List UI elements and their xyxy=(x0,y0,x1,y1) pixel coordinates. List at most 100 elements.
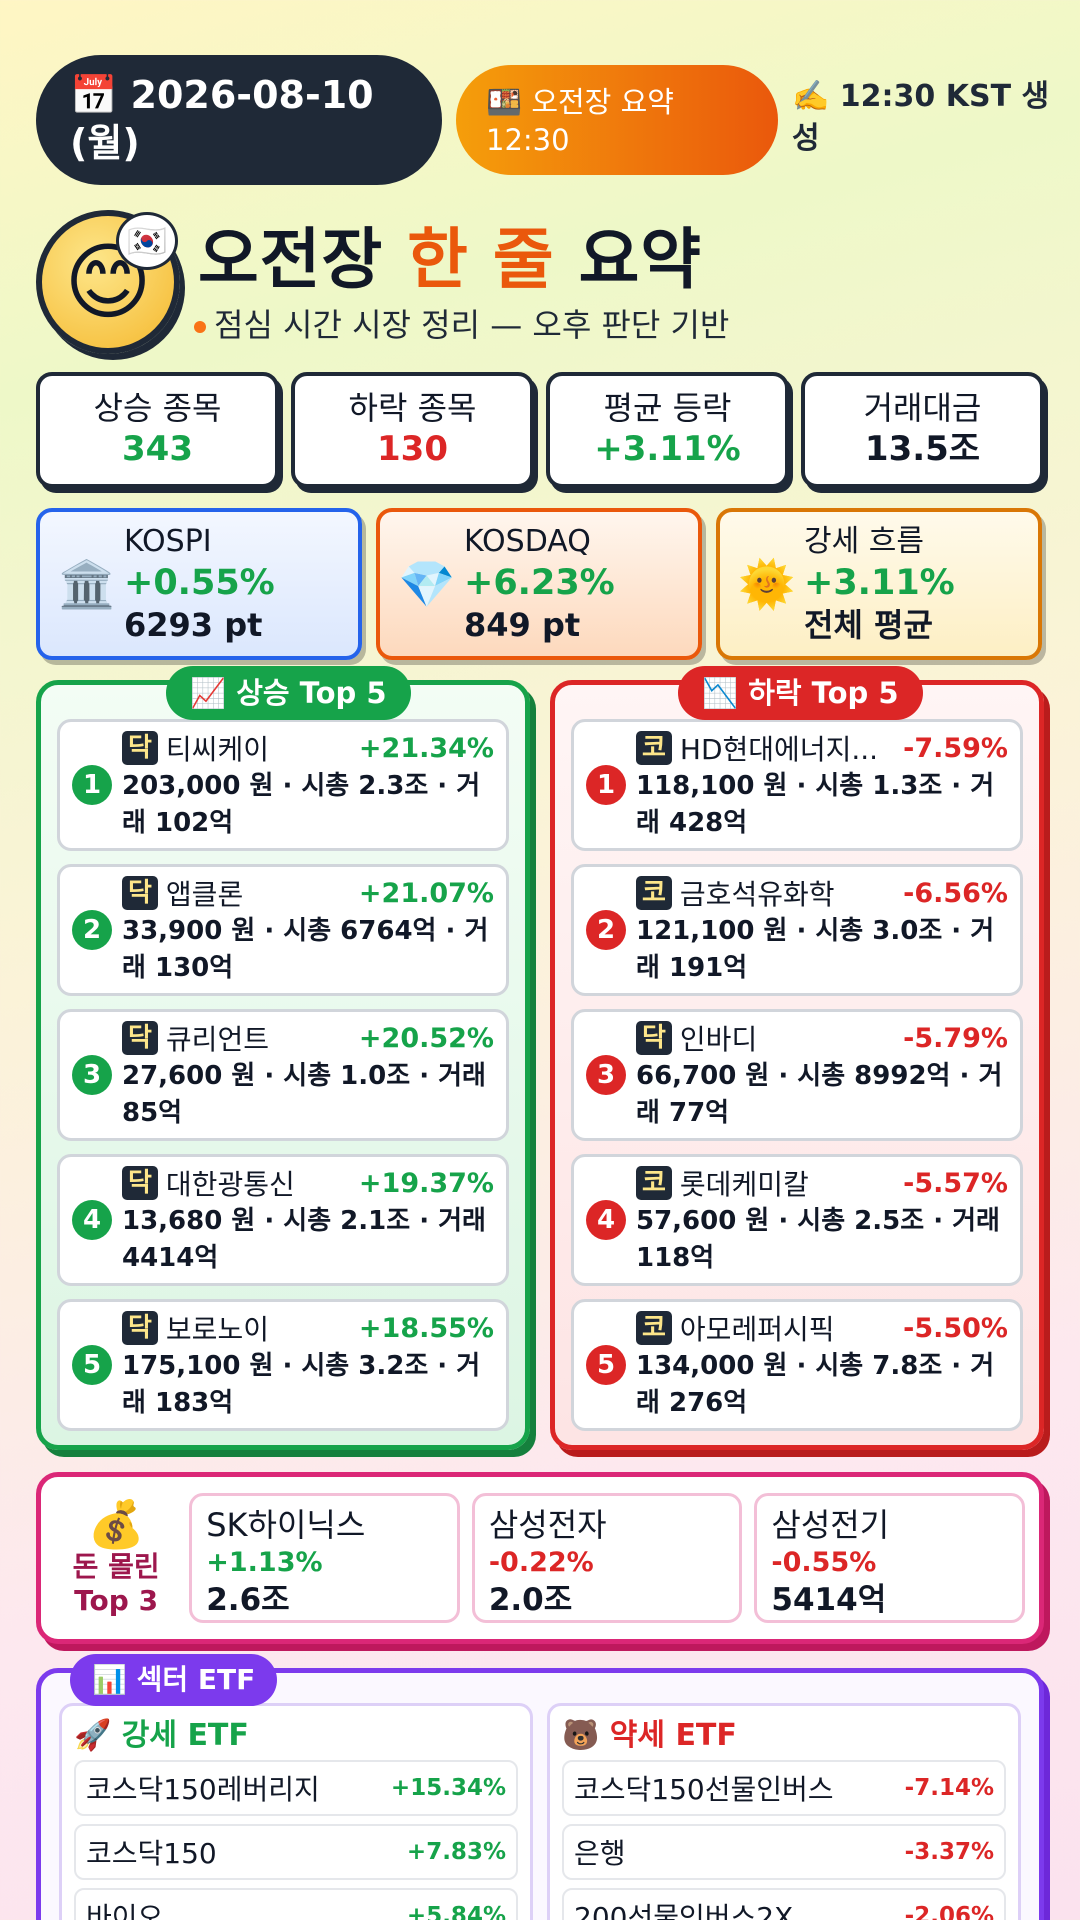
etf-change: -7.14% xyxy=(904,1775,994,1801)
money-amount: 5414억 xyxy=(771,1582,887,1618)
stock-body: 코 아모레퍼시픽 -5.50% 134,000 원 · 시총 7.8조 · 거래 27… xyxy=(636,1308,1008,1422)
etf-name: 코스닥150선물인버스 xyxy=(574,1773,834,1806)
stock-item: 4 닥 대한광통신 +19.37% 13,680 원 · 시총 2.1조 · 거래 44… xyxy=(57,1154,509,1286)
etf-box: 🚀 강세 ETF 코스닥150레버리지 +15.34% 코스닥150 +7.83% 바이오… xyxy=(36,1668,1044,1920)
etf-row: 코스닥150레버리지 +15.34% xyxy=(74,1760,518,1816)
etf-column: 🐻 약세 ETF 코스닥150선물인버스 -7.14% 은행 -3.37% 200선물인버… xyxy=(547,1703,1021,1920)
stock-detail: 118,100 원 · 시총 1.3조 · 거래 428억 xyxy=(636,771,995,838)
etf-row: 은행 -3.37% xyxy=(562,1824,1006,1880)
stat-label: 상승 종목 xyxy=(93,389,222,427)
money-name: SK하이닉스 xyxy=(206,1506,366,1544)
money-card: 삼성전기 -0.55% 5414억 xyxy=(754,1493,1026,1623)
stat-value: 13.5조 xyxy=(864,429,981,469)
session-badge: 🍱 오전장 요약 12:30 xyxy=(456,65,778,175)
stock-head: 코 금호석유화학 -6.56% xyxy=(636,873,1008,913)
rank-badge: 5 xyxy=(72,1345,112,1385)
market-badge: 닥 xyxy=(122,876,158,910)
stock-body: 코 HD현대에너지... -7.59% 118,100 원 · 시총 1.3조 · 거… xyxy=(636,728,1008,842)
stock-name: 티씨케이 xyxy=(165,733,269,766)
stock-head: 닥 큐리언트 +20.52% xyxy=(122,1018,494,1058)
title-highlight: 한 줄 xyxy=(407,221,555,298)
etf-change: -2.06% xyxy=(904,1903,994,1920)
stock-body: 코 금호석유화학 -6.56% 121,100 원 · 시총 3.0조 · 거래 19… xyxy=(636,873,1008,987)
rank-badge: 4 xyxy=(586,1200,626,1240)
subtitle: 점심 시간 시장 정리 — 오후 판단 기반 xyxy=(194,300,729,346)
rank-badge: 2 xyxy=(72,910,112,950)
stat-card: 평균 등락 +3.11% xyxy=(546,372,789,488)
stock-item: 5 코 아모레퍼시픽 -5.50% 134,000 원 · 시총 7.8조 · 거래 2… xyxy=(571,1299,1023,1431)
stock-body: 코 롯데케미칼 -5.57% 57,600 원 · 시총 2.5조 · 거래 118억 xyxy=(636,1163,1008,1277)
index-name: KOSPI xyxy=(124,524,212,559)
stock-body: 닥 티씨케이 +21.34% 203,000 원 · 시총 2.3조 · 거래 102… xyxy=(122,728,494,842)
index-level: 6293 pt xyxy=(124,606,263,644)
etf-column: 🚀 강세 ETF 코스닥150레버리지 +15.34% 코스닥150 +7.83% 바이오… xyxy=(59,1703,533,1920)
stock-body: 닥 보로노이 +18.55% 175,100 원 · 시총 3.2조 · 거래 183… xyxy=(122,1308,494,1422)
stat-card: 거래대금 13.5조 xyxy=(801,372,1044,488)
stock-head: 닥 티씨케이 +21.34% xyxy=(122,728,494,768)
stock-change: +21.07% xyxy=(358,877,494,909)
money-box: 💰 돈 몰린 Top 3 SK하이닉스 +1.13% 2.6조 삼성전자 -0.22% 2.0… xyxy=(36,1472,1044,1644)
etf-name: 바이오 xyxy=(86,1901,164,1920)
stat-label: 거래대금 xyxy=(863,389,982,427)
stock-detail: 121,100 원 · 시총 3.0조 · 거래 191억 xyxy=(636,916,995,983)
index-level: 전체 평균 xyxy=(804,606,933,644)
stock-name: 아모레퍼시픽 xyxy=(679,1313,835,1346)
etf-name: 200선물인버스2X xyxy=(574,1901,794,1920)
stock-head: 닥 대한광통신 +19.37% xyxy=(122,1163,494,1203)
date-pill: 📅 2026-08-10 (월) xyxy=(36,55,442,185)
stock-item: 1 닥 티씨케이 +21.34% 203,000 원 · 시총 2.3조 · 거래 10… xyxy=(57,719,509,851)
index-change: +0.55% xyxy=(124,563,275,603)
stock-item: 5 닥 보로노이 +18.55% 175,100 원 · 시총 3.2조 · 거래 18… xyxy=(57,1299,509,1431)
stock-name: 롯데케미칼 xyxy=(679,1168,809,1201)
rank-badge: 1 xyxy=(72,765,112,805)
title: 오전장 한 줄 요약 xyxy=(198,206,702,302)
stock-change: -5.57% xyxy=(903,1167,1008,1199)
stock-detail: 57,600 원 · 시총 2.5조 · 거래 118억 xyxy=(636,1206,1000,1273)
etf-row: 코스닥150 +7.83% xyxy=(74,1824,518,1880)
stat-value: 130 xyxy=(377,429,448,469)
stat-card: 하락 종목 130 xyxy=(291,372,534,488)
stock-head: 닥 보로노이 +18.55% xyxy=(122,1308,494,1348)
stock-item: 2 코 금호석유화학 -6.56% 121,100 원 · 시총 3.0조 · 거래 1… xyxy=(571,864,1023,996)
index-change: +6.23% xyxy=(464,563,615,603)
stock-item: 2 닥 앱클론 +21.07% 33,900 원 · 시총 6764억 · 거래 130… xyxy=(57,864,509,996)
index-level: 849 pt xyxy=(464,606,581,644)
losers-title: 📉 하락 Top 5 xyxy=(678,666,923,720)
generated-time: ✍️ 12:30 KST 생성 xyxy=(792,79,1050,156)
stat-label: 하락 종목 xyxy=(348,389,477,427)
market-badge: 닥 xyxy=(122,1311,158,1345)
etf-row: 바이오 +5.84% xyxy=(74,1888,518,1920)
etf-name: 코스닥150레버리지 xyxy=(86,1773,320,1806)
index-icon: 🌞 xyxy=(738,556,796,611)
stock-change: +18.55% xyxy=(358,1312,494,1344)
stock-body: 닥 인바디 -5.79% 66,700 원 · 시총 8992억 · 거래 77억 xyxy=(636,1018,1008,1132)
stat-label: 평균 등락 xyxy=(603,389,732,427)
gainers-title: 📈 상승 Top 5 xyxy=(166,666,411,720)
losers-box: 1 코 HD현대에너지... -7.59% 118,100 원 · 시총 1.3조 · … xyxy=(550,680,1044,1450)
money-card: 삼성전자 -0.22% 2.0조 xyxy=(471,1493,743,1623)
index-name: 강세 흐름 xyxy=(804,524,924,559)
stat-value: 343 xyxy=(122,429,193,469)
etf-name: 은행 xyxy=(574,1837,626,1870)
flag: 🇰🇷 xyxy=(116,212,178,270)
market-badge: 코 xyxy=(636,1311,672,1345)
stock-detail: 27,600 원 · 시총 1.0조 · 거래 85억 xyxy=(122,1061,486,1128)
stock-detail: 66,700 원 · 시총 8992억 · 거래 77억 xyxy=(636,1061,1003,1128)
etf-change: +15.34% xyxy=(390,1775,506,1801)
market-badge: 닥 xyxy=(122,1166,158,1200)
stock-item: 3 닥 큐리언트 +20.52% 27,600 원 · 시총 1.0조 · 거래 85억 xyxy=(57,1009,509,1141)
stock-head: 코 아모레퍼시픽 -5.50% xyxy=(636,1308,1008,1348)
stock-change: +19.37% xyxy=(358,1167,494,1199)
stock-head: 코 HD현대에너지... -7.59% xyxy=(636,728,1008,768)
rank-badge: 3 xyxy=(72,1055,112,1095)
index-card: 💎 KOSDAQ +6.23% 849 pt xyxy=(376,508,702,660)
index-body: KOSDAQ +6.23% 849 pt xyxy=(464,522,615,646)
market-badge: 닥 xyxy=(122,731,158,765)
rank-badge: 2 xyxy=(586,910,626,950)
money-label: 💰 돈 몰린 Top 3 xyxy=(55,1498,177,1618)
money-icon: 💰 xyxy=(87,1497,145,1551)
index-change: +3.11% xyxy=(804,563,955,603)
etf-title: 📊 섹터 ETF xyxy=(70,1654,278,1706)
money-label-line: Top 3 xyxy=(74,1584,159,1617)
money-card: SK하이닉스 +1.13% 2.6조 xyxy=(189,1493,460,1623)
